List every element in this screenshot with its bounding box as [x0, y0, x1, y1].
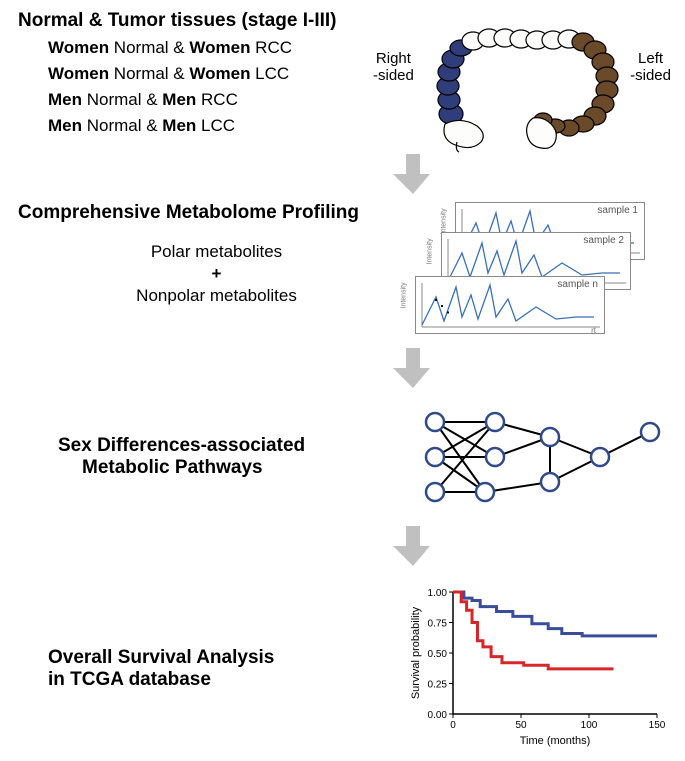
colon-illustration: [415, 14, 645, 154]
svg-text:50: 50: [515, 720, 527, 731]
section3-title-l1: Sex Differences-associated: [58, 435, 415, 457]
arrow-icon: [391, 152, 435, 196]
tissue-comparison-row: Women Normal & Women LCC: [48, 64, 385, 84]
arrow-icon: [391, 346, 435, 390]
tissue-comparison-row: Women Normal & Women RCC: [48, 38, 385, 58]
section1-title: Normal & Tumor tissues (stage I-III): [18, 10, 385, 32]
svg-text:1.00: 1.00: [428, 588, 448, 599]
tissue-comparison-row: Men Normal & Men LCC: [48, 116, 385, 136]
svg-text:Time (months): Time (months): [520, 735, 591, 747]
svg-text:Survival probability: Survival probability: [410, 606, 422, 699]
km-plot: 0.00 0.25 0.50 0.75 1.00 0 50 100 150 Survival pr…: [405, 584, 665, 754]
svg-text:0.25: 0.25: [428, 680, 448, 691]
svg-text:0: 0: [450, 720, 456, 731]
colon-label-right: Right -sided: [373, 50, 414, 84]
arrow-icon: [391, 524, 435, 568]
tissue-comparison-row: Men Normal & Men RCC: [48, 90, 385, 110]
svg-text:100: 100: [581, 720, 598, 731]
svg-text:0.00: 0.00: [428, 710, 448, 721]
svg-text:0.50: 0.50: [428, 649, 448, 660]
svg-text:150: 150: [649, 720, 665, 731]
plus-sign: +: [18, 264, 415, 284]
svg-text:0.75: 0.75: [428, 619, 448, 630]
nonpolar-label: Nonpolar metabolites: [18, 286, 415, 306]
network-diagram: [415, 402, 665, 512]
colon-label-left: Left -sided: [630, 50, 671, 84]
section4-title-l1: Overall Survival Analysis: [48, 647, 405, 669]
section4-title-l2: in TCGA database: [48, 669, 405, 691]
polar-label: Polar metabolites: [18, 242, 415, 262]
section2-title: Comprehensive Metabolome Profiling: [18, 202, 415, 224]
section3-title-l2: Metabolic Pathways: [82, 457, 415, 479]
